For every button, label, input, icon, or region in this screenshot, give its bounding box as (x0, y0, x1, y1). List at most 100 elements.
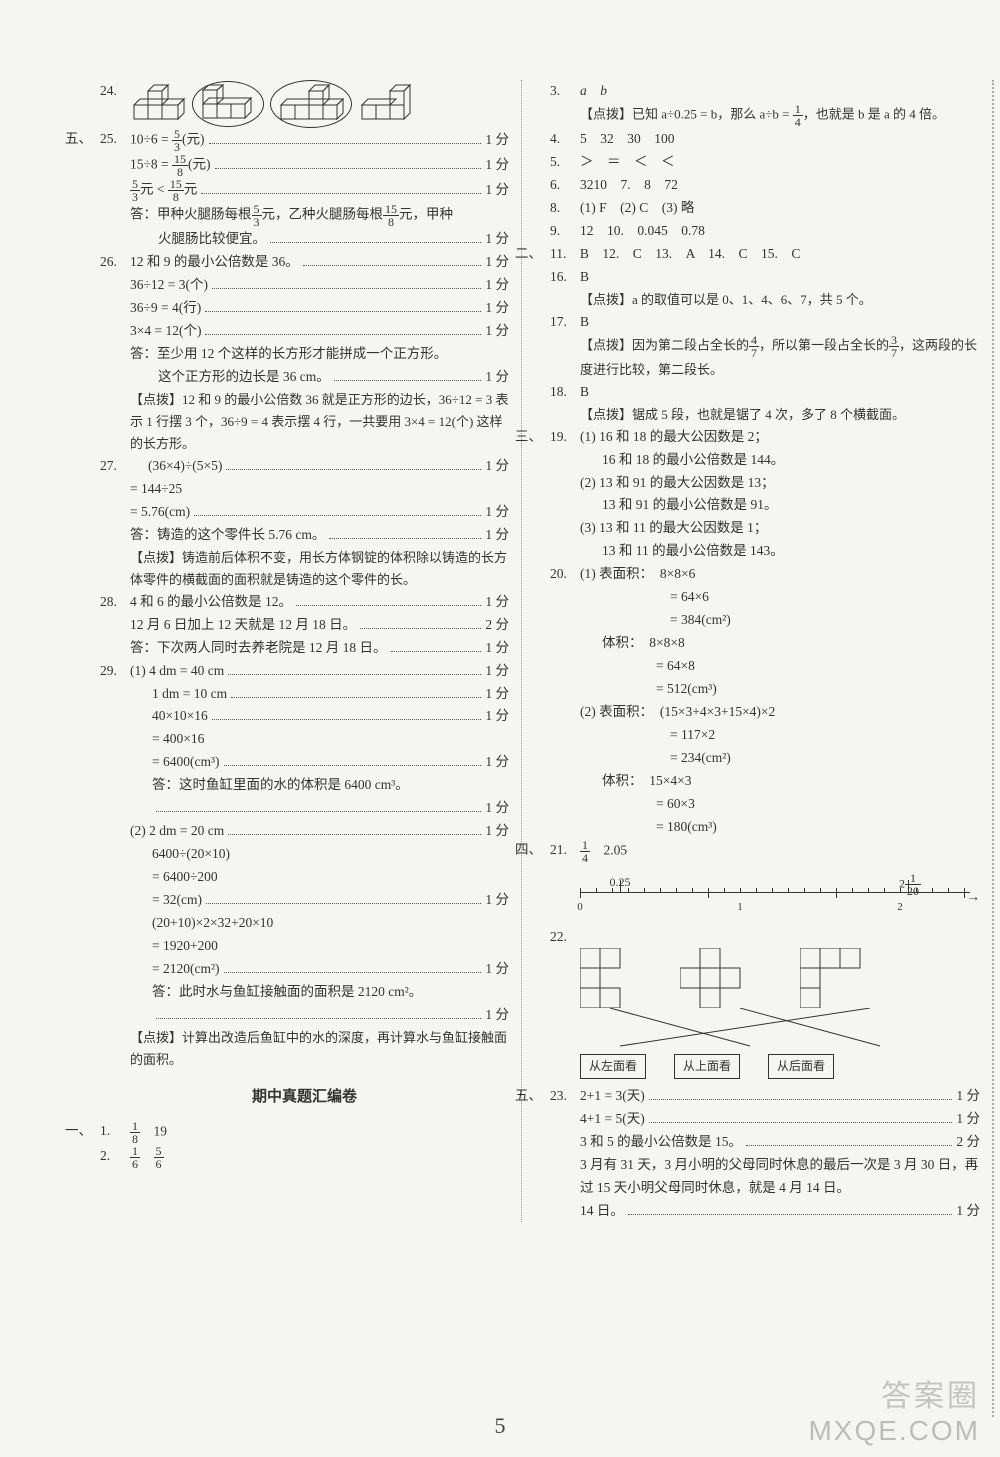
section-5-label: 五、 (65, 128, 92, 151)
c19-l6: 13 和 11 的最小公倍数是 143。 (602, 540, 980, 563)
q27-l3: = 5.76(cm) (130, 501, 190, 524)
a8-num: 8. (550, 197, 580, 220)
e23-l3: 3 和 5 的最小公倍数是 15。 (580, 1131, 742, 1154)
c19-l5: (3) 13 和 11 的最大公因数是 1； (580, 517, 980, 540)
c19-l4: 13 和 91 的最小公倍数是 91。 (602, 494, 980, 517)
q29-l5: = 6400(cm³) (152, 751, 220, 774)
a1-num: 1. (100, 1120, 130, 1145)
q28-l3: 答：下次两人同时去养老院是 12 月 18 日。 (130, 637, 387, 660)
c20-l10: 体积： 15×4×3 (602, 770, 980, 793)
c19-l2: 16 和 18 的最小公倍数是 144。 (602, 449, 980, 472)
c20-l1: (1) 表面积： 8×8×6 (580, 563, 980, 586)
q26-num: 26. (100, 251, 130, 455)
q29-l6: 答：这时鱼缸里面的水的体积是 6400 cm³。 (152, 774, 509, 797)
a3-hint: 【点拨】已知 a÷0.25 = b，那么 a÷b = 14，也就是 b 是 a … (580, 103, 980, 128)
a4-num: 4. (550, 128, 580, 151)
q26-l6: 这个正方形的边长是 36 cm。 (158, 366, 330, 389)
q29-l3: 40×10×16 (152, 705, 208, 728)
b18-val: B (580, 381, 980, 404)
number-line: 0.25 2120 0 1 2 for(let i=0;i<=24;i++){d… (580, 870, 980, 920)
a2-num: 2. (100, 1145, 130, 1170)
b16-hint: 【点拨】a 的取值可以是 0、1、4、6、7，共 5 个。 (580, 289, 980, 311)
c20-l11: = 60×3 (656, 793, 980, 816)
q27-l4: 答：铸造的这个零件长 5.76 cm。 (130, 524, 325, 547)
c20-l4: 体积： 8×8×8 (602, 632, 980, 655)
pts: 1 分 (485, 129, 509, 152)
b11: 11. B 12. C 13. A 14. C 15. C (550, 243, 980, 266)
c20-l5: = 64×8 (656, 655, 980, 678)
q27-l1: (36×4)÷(5×5) (148, 455, 222, 478)
cube-shape-3-circled (275, 83, 347, 125)
b18-hint: 【点拨】锯成 5 段，也就是锯了 4 次，多了 8 个横截面。 (580, 404, 980, 426)
q29-l10: = 32(cm) (152, 889, 202, 912)
view-back-label: 从后面看 (768, 1054, 834, 1078)
section-4-label: 四、 (515, 839, 542, 862)
cube-views (580, 948, 980, 1008)
c20-l8: = 117×2 (670, 724, 980, 747)
view-left-label: 从左面看 (580, 1054, 646, 1078)
q25-l1: 10÷6 = 53(元) (130, 128, 205, 153)
q29-l13: = 2120(cm²) (152, 958, 220, 981)
a1-val: 18 19 (130, 1120, 509, 1145)
q28-l2: 12 月 6 日加上 12 天就是 12 月 18 日。 (130, 614, 356, 637)
c20-num: 20. (550, 563, 580, 838)
e23-l4: 3 月有 31 天，3 月小明的父母同时休息的最后一次是 3 月 30 日，再过… (580, 1154, 980, 1200)
a5-val: ＞ ＝ ＜ ＜ (580, 151, 980, 174)
q26-l1: 12 和 9 的最小公倍数是 36。 (130, 251, 299, 274)
q28-num: 28. (100, 591, 130, 660)
c20-l6: = 512(cm³) (656, 678, 980, 701)
a8-val: (1) F (2) C (3) 略 (580, 197, 980, 220)
b17-val: B (580, 311, 980, 334)
watermark-top: 答案圈 (881, 1371, 980, 1415)
q28-l1: 4 和 6 的最小公倍数是 12。 (130, 591, 292, 614)
a9-num: 9. (550, 220, 580, 243)
e23-l1: 2+1 = 3(天) (580, 1085, 645, 1108)
b17-hint: 【点拨】因为第二段占全长的47，所以第一段占全长的37，这两段的长度进行比较，第… (580, 334, 980, 381)
c20-l3: = 384(cm²) (670, 609, 980, 632)
q25-num: 25. (100, 128, 130, 251)
q29-l7: (2) 2 dm = 20 cm (130, 820, 224, 843)
q29-l14: 答：此时水与鱼缸接触面的面积是 2120 cm²。 (152, 981, 509, 1004)
b16-val: B (580, 266, 980, 289)
d21-val: 14 2.05 (580, 839, 980, 864)
b17-num: 17. (550, 311, 580, 334)
b16-num: 16. (550, 266, 580, 289)
c20-l2: = 64×6 (670, 586, 980, 609)
c20-l9: = 234(cm²) (670, 747, 980, 770)
b18-num: 18. (550, 381, 580, 404)
c19-l1: (1) 16 和 18 的最大公因数是 2； (580, 426, 980, 449)
a5-num: 5. (550, 151, 580, 174)
q26-l2: 36÷12 = 3(个) (130, 274, 208, 297)
q24-shapes (130, 80, 509, 128)
q29-l9: = 6400÷200 (152, 866, 509, 889)
q29-hint: 【点拨】计算出改造后鱼缸中的水的深度，再计算水与鱼缸接触面的面积。 (130, 1027, 509, 1071)
a3-num: 3. (550, 80, 580, 103)
q29-num: 29. (100, 660, 130, 1071)
c20-l12: = 180(cm³) (656, 816, 980, 839)
q26-hint: 【点拨】12 和 9 的最小公倍数 36 就是正方形的边长，36÷12 = 3 … (130, 389, 509, 455)
a6-num: 6. (550, 174, 580, 197)
q29-l1: (1) 4 dm = 40 cm (130, 660, 224, 683)
q27-num: 27. (100, 455, 130, 591)
a6-val: 3210 7. 8 72 (580, 174, 980, 197)
q29-l12: = 1920+200 (152, 935, 509, 958)
d21-num: 21. (550, 839, 580, 864)
midterm-title: 期中真题汇编卷 (100, 1085, 509, 1111)
q26-l4: 3×4 = 12(个) (130, 320, 201, 343)
e23-l2: 4+1 = 5(天) (580, 1108, 645, 1131)
q26-l5: 答：至少用 12 个这样的长方形才能拼成一个正方形。 (130, 343, 509, 366)
q27-l2: = 144÷25 (130, 478, 509, 501)
cube-shape-2-circled (197, 84, 259, 124)
section-1-label: 一、 (65, 1120, 92, 1143)
q25-ans2: 火腿肠比较便宜。 (158, 228, 266, 251)
q29-l4: = 400×16 (152, 728, 509, 751)
page-number: 5 (495, 1413, 506, 1439)
q25-l2: 15÷8 = 158(元) (130, 153, 211, 178)
a4-val: 5 32 30 100 (580, 128, 980, 151)
q27-hint: 【点拨】铸造前后体积不变，用长方体钢锭的体积除以铸造的长方体零件的横截面的面积就… (130, 547, 509, 591)
cube-shape-1 (130, 83, 186, 125)
watermark-bottom: MXQE.COM (808, 1415, 980, 1447)
a3-val: a b (580, 80, 980, 103)
section-5r-label: 五、 (515, 1085, 542, 1108)
q24-num: 24. (100, 80, 130, 128)
